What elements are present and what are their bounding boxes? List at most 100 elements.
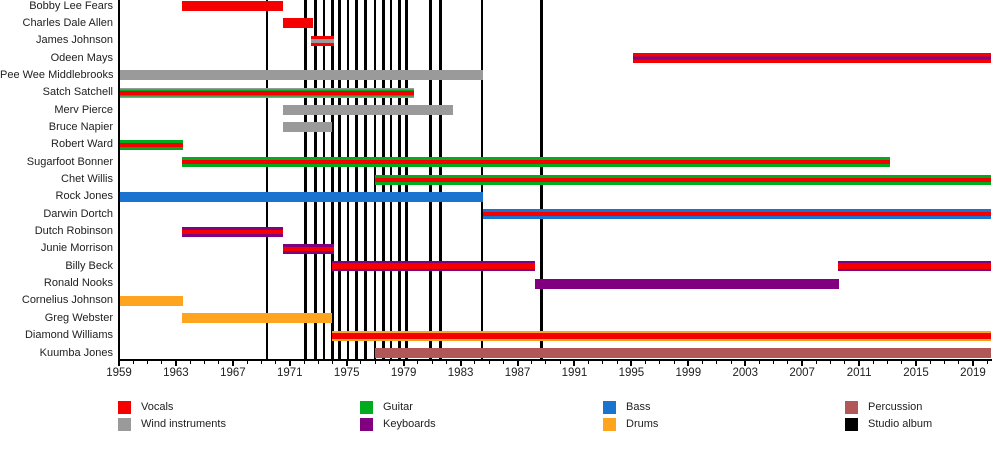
x-axis-minor-tick — [758, 361, 760, 364]
legend-label: Wind instruments — [141, 418, 226, 430]
legend-label: Guitar — [383, 401, 413, 413]
timeline-bar — [282, 18, 313, 29]
x-axis-minor-tick — [303, 361, 305, 364]
x-axis-minor-tick — [246, 361, 248, 364]
timeline-bar — [534, 278, 840, 289]
x-axis-minor-tick — [502, 361, 504, 364]
x-axis-major-tick — [118, 361, 120, 366]
x-axis-tick-label: 2007 — [789, 367, 815, 379]
x-axis-minor-tick — [616, 361, 618, 364]
timeline-bar — [837, 261, 992, 272]
studio-album-line — [363, 0, 367, 360]
x-axis-tick-label: 1999 — [675, 367, 702, 379]
member-label: Junie Morrison — [40, 242, 113, 255]
legend-swatch-drums — [603, 418, 616, 431]
legend-swatch-bass — [603, 401, 616, 414]
member-label: Pee Wee Middlebrooks — [0, 68, 114, 81]
timeline-bar — [119, 87, 414, 98]
member-label: Chet Willis — [61, 173, 113, 185]
x-axis-minor-tick — [929, 361, 931, 364]
x-axis-minor-tick — [388, 361, 390, 364]
x-axis-tick-label: 1983 — [447, 367, 474, 379]
member-label: Greg Webster — [44, 311, 113, 324]
x-axis-minor-tick — [773, 361, 775, 364]
legend-label: Studio album — [868, 418, 933, 430]
member-label: Rock Jones — [55, 190, 113, 203]
x-axis-major-tick — [402, 361, 405, 366]
member-label: James Johnson — [35, 34, 113, 47]
timeline-bar — [632, 53, 992, 64]
legend-label: Vocals — [141, 401, 174, 413]
x-axis-minor-tick — [531, 361, 533, 364]
timeline-bar — [311, 35, 334, 46]
x-axis-major-tick — [971, 361, 974, 366]
x-axis-minor-tick — [872, 361, 874, 364]
x-axis-minor-tick — [488, 361, 490, 364]
x-axis-major-tick — [345, 361, 348, 366]
x-axis-minor-tick — [901, 361, 903, 364]
legend-swatch-keyboards — [360, 418, 373, 431]
x-axis-minor-tick — [189, 361, 191, 364]
x-axis-tick-label: 1987 — [504, 367, 531, 379]
x-axis-minor-tick — [645, 361, 647, 364]
legend-swatch-percussion — [845, 401, 858, 414]
x-axis-minor-tick — [445, 361, 447, 364]
timeline-bar — [181, 1, 283, 11]
x-axis-tick-label: 1963 — [163, 367, 189, 379]
x-axis-minor-tick — [260, 361, 262, 364]
x-axis-tick-label: 1971 — [276, 367, 303, 379]
x-axis-minor-tick — [830, 361, 832, 364]
member-label: Ronald Nooks — [43, 277, 113, 290]
x-axis-tick-label: 1975 — [333, 367, 360, 379]
member-label: Merv Pierce — [54, 103, 113, 116]
studio-album-line — [355, 0, 358, 360]
x-axis-tick-label: 2019 — [960, 367, 986, 379]
legend-label: Keyboards — [383, 418, 436, 430]
x-axis-tick-label: 1979 — [390, 367, 417, 379]
y-axis-line — [117, 0, 120, 361]
x-axis-minor-tick — [331, 361, 333, 364]
x-axis-minor-tick — [146, 361, 148, 364]
legend-swatch-album — [845, 418, 858, 431]
legend-label: Bass — [626, 401, 651, 413]
legend-label: Percussion — [868, 401, 923, 413]
x-axis-minor-tick — [787, 361, 789, 364]
x-axis-major-tick — [573, 361, 576, 366]
studio-album-line — [331, 0, 334, 360]
member-label: Kuumba Jones — [39, 346, 113, 359]
member-label: Cornelius Johnson — [21, 294, 113, 307]
x-axis-tick-label: 1959 — [106, 367, 132, 379]
x-axis-minor-tick — [588, 361, 590, 364]
legend-swatch-guitar — [360, 401, 373, 414]
x-axis-tick-label: 2003 — [732, 367, 759, 379]
x-axis-minor-tick — [317, 361, 319, 364]
x-axis-minor-tick — [559, 361, 561, 364]
timeline-bar — [332, 330, 992, 341]
x-axis-major-tick — [231, 361, 234, 366]
x-axis-minor-tick — [659, 361, 661, 364]
timeline-bar — [181, 226, 283, 237]
member-label: Bobby Lee Fears — [29, 0, 113, 12]
member-label: Satch Satchell — [42, 86, 113, 99]
x-axis-minor-tick — [132, 361, 134, 364]
timeline-bar — [282, 243, 334, 254]
timeline-bar — [181, 157, 891, 168]
timeline-bar — [119, 191, 484, 202]
studio-album-line — [322, 0, 326, 360]
studio-album-line — [346, 0, 350, 360]
x-axis-minor-tick — [673, 361, 675, 364]
studio-album-line — [314, 0, 317, 360]
x-axis-minor-tick — [844, 361, 846, 364]
member-label: Charles Dale Allen — [22, 16, 114, 29]
legend-swatch-wind — [118, 418, 131, 431]
timeline-bar — [282, 122, 333, 133]
member-label: Darwin Dortch — [43, 207, 113, 220]
x-axis-major-tick — [516, 361, 519, 366]
timeline-bar — [375, 348, 992, 358]
x-axis-major-tick — [801, 361, 804, 366]
timeline-bar — [483, 209, 992, 220]
x-axis-minor-tick — [360, 361, 362, 364]
x-axis-major-tick — [174, 361, 177, 366]
x-axis-minor-tick — [203, 361, 205, 364]
